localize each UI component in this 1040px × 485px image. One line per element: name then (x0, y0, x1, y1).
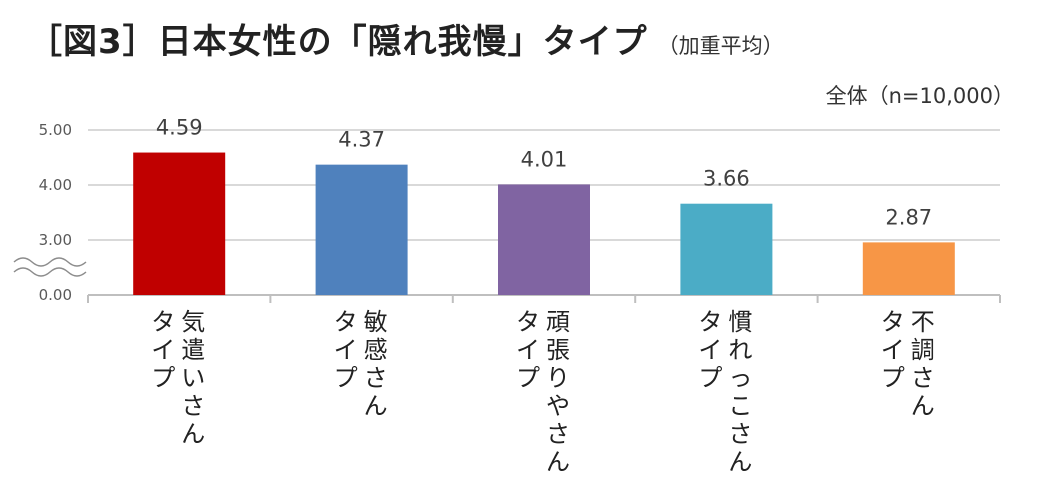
svg-text:敏: 敏 (364, 308, 388, 336)
bar (862, 242, 955, 295)
svg-text:い: い (181, 364, 205, 392)
svg-text:イ: イ (881, 336, 905, 364)
svg-text:プ: プ (516, 364, 540, 392)
svg-text:タ: タ (516, 308, 540, 336)
chart-title-block: ［図3］日本女性の「隠れ我慢」タイプ （加重平均） (28, 14, 784, 63)
svg-text:気: 気 (181, 308, 205, 336)
svg-text:プ: プ (334, 364, 358, 392)
svg-text:ん: ん (546, 448, 570, 476)
svg-text:頑: 頑 (546, 308, 570, 336)
svg-text:さ: さ (181, 392, 205, 420)
svg-text:や: や (546, 392, 570, 420)
svg-text:イ: イ (516, 336, 540, 364)
svg-text:さ: さ (728, 420, 752, 448)
y-tick-label: 0.00 (39, 286, 72, 304)
svg-text:こ: こ (728, 392, 752, 420)
svg-text:タ: タ (151, 308, 175, 336)
data-label: 4.01 (521, 147, 568, 171)
data-label: 2.87 (885, 205, 932, 229)
data-label: 4.37 (338, 128, 385, 152)
svg-text:ん: ん (911, 392, 935, 420)
svg-text:れ: れ (728, 336, 752, 364)
chart-subtitle: （加重平均） (657, 34, 784, 58)
svg-text:不: 不 (911, 308, 935, 336)
svg-text:タ: タ (334, 308, 358, 336)
svg-text:タ: タ (881, 308, 905, 336)
bar (133, 152, 226, 295)
svg-text:張: 張 (546, 336, 570, 364)
data-label: 3.66 (703, 167, 750, 191)
svg-text:り: り (546, 364, 570, 392)
svg-text:ん: ん (181, 420, 205, 448)
svg-text:調: 調 (911, 336, 935, 364)
y-tick-label: 5.00 (39, 121, 72, 139)
axis-break-mark (13, 267, 87, 277)
axis-break-mark (13, 257, 87, 267)
y-tick-label: 4.00 (39, 176, 72, 194)
svg-text:慣: 慣 (728, 308, 752, 336)
svg-text:さ: さ (364, 364, 388, 392)
y-tick-label: 3.00 (39, 231, 72, 249)
svg-text:プ: プ (881, 364, 905, 392)
bar (680, 203, 773, 295)
svg-text:ん: ん (728, 448, 752, 476)
svg-text:タ: タ (698, 308, 722, 336)
svg-text:っ: っ (728, 364, 752, 392)
svg-text:イ: イ (334, 336, 358, 364)
svg-text:イ: イ (698, 336, 722, 364)
svg-text:イ: イ (151, 336, 175, 364)
sample-size-note: 全体（n=10,000） (825, 84, 1014, 108)
svg-text:遣: 遣 (181, 336, 205, 364)
svg-text:プ: プ (698, 364, 722, 392)
svg-text:ん: ん (364, 392, 388, 420)
svg-text:さ: さ (911, 364, 935, 392)
data-label: 4.59 (156, 116, 203, 140)
svg-text:さ: さ (546, 420, 570, 448)
bar (498, 184, 590, 295)
bar (315, 164, 408, 295)
chart-title: ［図3］日本女性の「隠れ我慢」タイプ (28, 22, 648, 62)
svg-text:プ: プ (151, 364, 175, 392)
svg-text:感: 感 (364, 336, 388, 364)
